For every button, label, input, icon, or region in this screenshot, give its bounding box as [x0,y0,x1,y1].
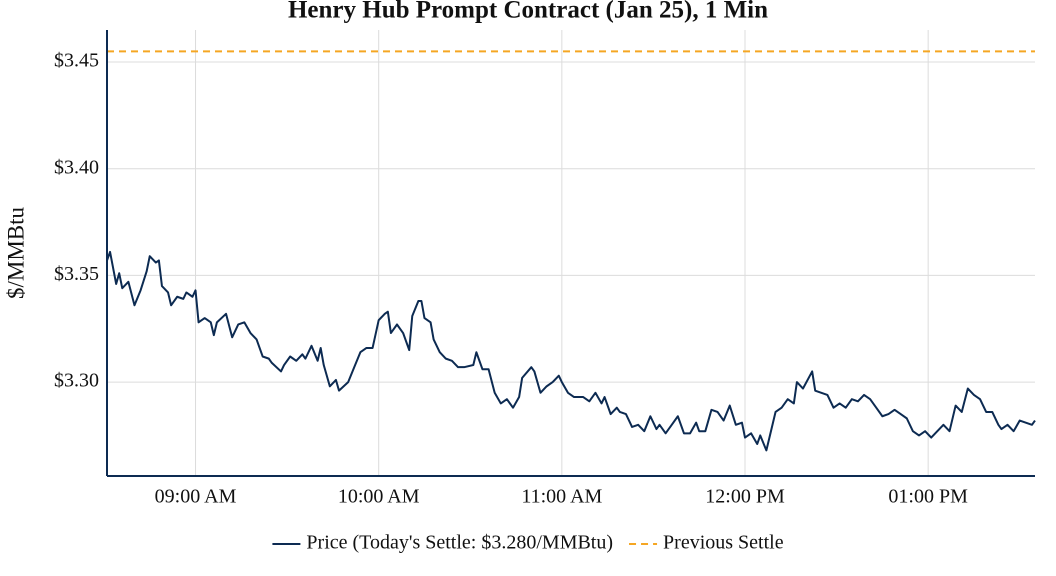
x-tick-label: 10:00 AM [338,486,420,508]
legend-label: Price (Today's Settle: $3.280/MMBtu) [306,532,613,554]
price-line [106,250,1036,452]
legend-label: Previous Settle [663,532,784,554]
x-tick-label: 12:00 PM [705,486,785,508]
y-tick-label: $3.35 [54,263,99,285]
y-axis-label: $/MMBtu [3,206,28,299]
chart-title: Henry Hub Prompt Contract (Jan 25), 1 Mi… [288,0,768,24]
y-tick-label: $3.40 [54,156,99,178]
y-tick-label: $3.45 [54,50,99,72]
x-tick-label: 09:00 AM [155,486,237,508]
x-tick-label: 01:00 PM [888,486,968,508]
y-tick-label: $3.30 [54,370,99,392]
x-tick-label: 11:00 AM [521,486,602,508]
